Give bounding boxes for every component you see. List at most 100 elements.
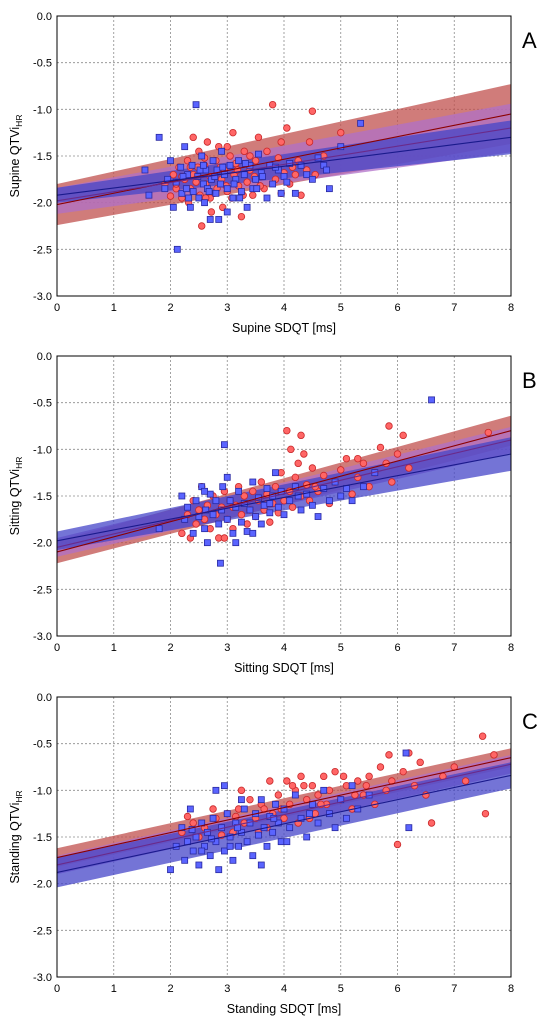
data-point — [181, 143, 189, 151]
x-tick-label: 2 — [167, 302, 173, 314]
data-point — [141, 166, 149, 174]
y-tick-label: -1.5 — [33, 151, 52, 163]
data-point — [399, 431, 407, 440]
data-point — [201, 199, 208, 207]
x-tick-label: 2 — [167, 642, 173, 654]
data-point — [331, 824, 339, 832]
data-point — [291, 189, 299, 197]
data-point — [337, 128, 345, 137]
data-point — [274, 503, 282, 511]
data-point — [215, 866, 223, 874]
data-point — [266, 777, 274, 785]
data-point — [305, 138, 314, 146]
data-point — [215, 216, 223, 223]
data-point — [257, 478, 265, 486]
data-point — [238, 796, 245, 804]
data-point — [297, 814, 305, 822]
data-point — [229, 856, 237, 864]
data-point — [145, 191, 153, 199]
x-tick-label: 5 — [338, 302, 344, 314]
data-point — [223, 185, 231, 193]
data-point — [297, 772, 305, 781]
regression-line-blue — [57, 453, 511, 542]
y-tick-label: -3.0 — [33, 972, 52, 984]
panel-a: 0 1 2 3 4 5 6 7 8 0.0 -0.5 -1.0 -1.5 -2.0 -2.5 -3.0 Supi… — [8, 11, 537, 335]
x-tick-label: 4 — [281, 302, 287, 314]
data-point — [218, 147, 225, 155]
data-point — [240, 805, 248, 813]
data-point — [303, 171, 311, 179]
data-point — [291, 791, 299, 799]
data-point — [238, 518, 245, 526]
x-tick-label: 4 — [281, 983, 287, 995]
data-point — [249, 478, 257, 486]
data-point — [230, 180, 238, 188]
data-point — [229, 529, 237, 537]
data-point — [257, 861, 265, 869]
y-axis-label-main: Supine QTVi — [8, 127, 22, 198]
data-point — [243, 528, 251, 535]
y-tick-label: -3.0 — [33, 631, 52, 643]
plot-frame — [56, 355, 512, 637]
data-point — [314, 154, 322, 162]
data-point — [212, 189, 220, 197]
x-tick-label: 0 — [54, 642, 60, 654]
data-point — [263, 194, 271, 202]
data-point — [223, 515, 231, 523]
data-point — [320, 485, 328, 492]
data-point — [277, 838, 285, 846]
data-point — [308, 501, 316, 509]
data-point — [271, 482, 280, 491]
data-point — [235, 487, 243, 495]
data-point — [195, 861, 203, 869]
data-point — [283, 124, 291, 132]
y-tick-label: -2.5 — [33, 244, 52, 256]
data-point — [223, 142, 231, 151]
y-axis-label-subscript: HR — [14, 115, 24, 127]
data-point — [402, 749, 410, 757]
data-point — [376, 443, 385, 452]
data-point — [393, 840, 402, 849]
data-point — [280, 173, 288, 180]
data-point — [246, 795, 254, 804]
x-tick-label: 3 — [224, 302, 230, 314]
data-point — [212, 786, 220, 794]
data-point — [198, 847, 206, 855]
data-point — [337, 796, 345, 804]
data-point — [220, 534, 229, 542]
data-point — [209, 157, 217, 165]
data-point — [181, 856, 189, 864]
data-point — [314, 791, 322, 799]
data-point — [405, 464, 413, 472]
data-point — [219, 483, 227, 491]
panel-letter: A — [522, 28, 537, 53]
data-point — [461, 777, 470, 785]
data-point — [263, 147, 271, 156]
x-tick-label: 5 — [338, 983, 344, 995]
data-point — [185, 194, 193, 202]
data-point — [189, 819, 197, 827]
data-point — [203, 539, 211, 547]
data-point — [291, 473, 300, 482]
panel-c: 0 1 2 3 4 5 6 7 8 0.0 -0.5 -1.0 -1.5 -2.0 -2.5 -3.0 Stan… — [8, 692, 538, 1016]
data-point — [189, 133, 197, 142]
x-tick-label: 8 — [508, 983, 514, 995]
data-point — [405, 824, 413, 832]
data-point — [188, 161, 196, 169]
data-point — [169, 170, 178, 179]
y-tick-label: -2.5 — [33, 925, 52, 937]
data-point — [268, 100, 277, 109]
y-tick-label: -0.5 — [33, 58, 52, 70]
data-point — [177, 163, 185, 171]
x-axis-label: Standing SDQT [ms] — [227, 1002, 341, 1016]
data-point — [240, 171, 248, 179]
data-point — [320, 471, 328, 480]
data-point — [399, 767, 407, 776]
data-point — [362, 781, 370, 790]
data-point — [288, 781, 297, 790]
data-point — [339, 772, 348, 781]
confidence-band-blue — [57, 762, 511, 888]
data-point — [343, 814, 350, 822]
data-point — [274, 819, 282, 827]
